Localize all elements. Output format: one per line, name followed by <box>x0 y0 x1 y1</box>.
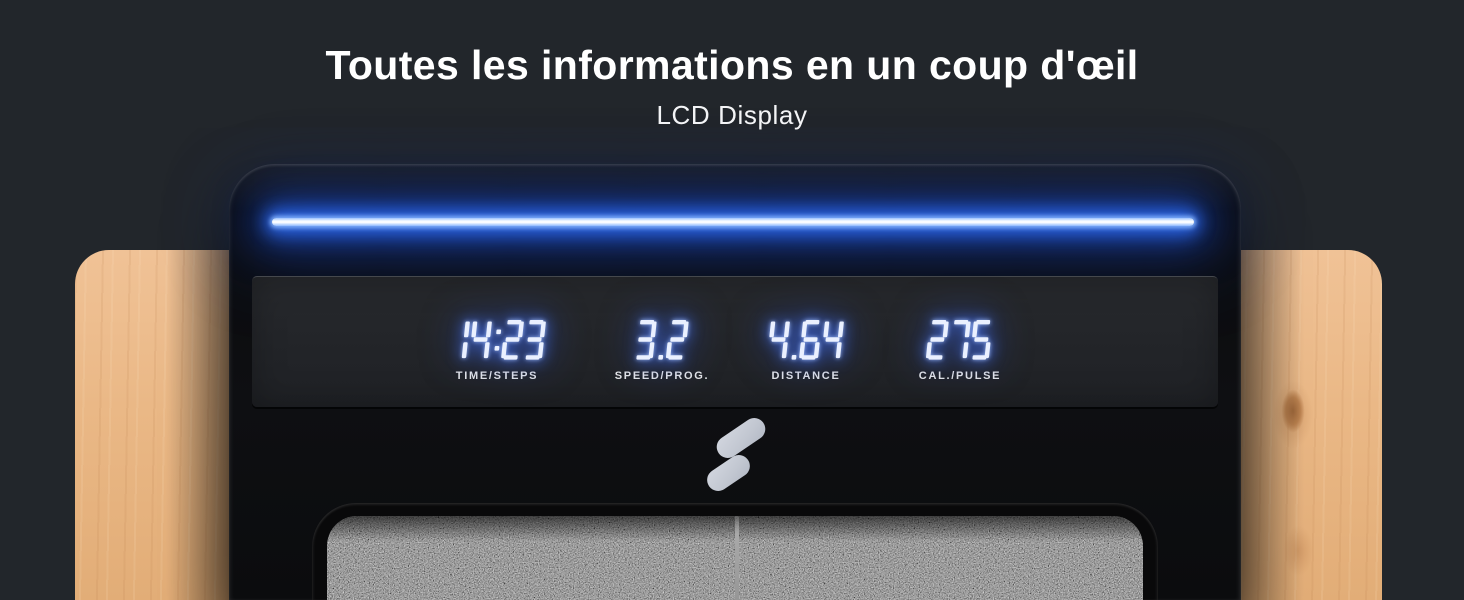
headline: Toutes les informations en un coup d'œil… <box>0 0 1464 131</box>
display-speed-prog: SPEED/PROG. <box>615 277 710 407</box>
display-time-steps: TIME/STEPS <box>446 277 548 407</box>
display-label: CAL./PULSE <box>918 370 1002 382</box>
display-distance: DISTANCE <box>766 277 846 407</box>
display-label: SPEED/PROG. <box>614 370 710 382</box>
treadmill-console: TIME/STEPS SPEED/PROG. DISTANCE CAL./PUL… <box>229 164 1241 600</box>
page-subtitle: LCD Display <box>656 100 808 131</box>
led-strip <box>272 218 1194 226</box>
display-label: DISTANCE <box>771 370 841 382</box>
seven-segment-value <box>615 319 710 361</box>
display-cal-pulse: CAL./PULSE <box>919 277 1001 407</box>
page-title: Toutes les informations en un coup d'œil <box>325 42 1139 88</box>
seven-segment-value <box>446 319 548 361</box>
belt-center-line <box>735 516 739 600</box>
display-label: TIME/STEPS <box>455 370 539 382</box>
seven-segment-value <box>766 319 846 361</box>
brand-s-logo-icon <box>702 413 770 496</box>
belt-opening <box>312 503 1158 600</box>
seven-segment-value <box>919 319 1001 361</box>
lcd-display-panel: TIME/STEPS SPEED/PROG. DISTANCE CAL./PUL… <box>252 276 1218 407</box>
treadmill-belt <box>327 516 1143 600</box>
